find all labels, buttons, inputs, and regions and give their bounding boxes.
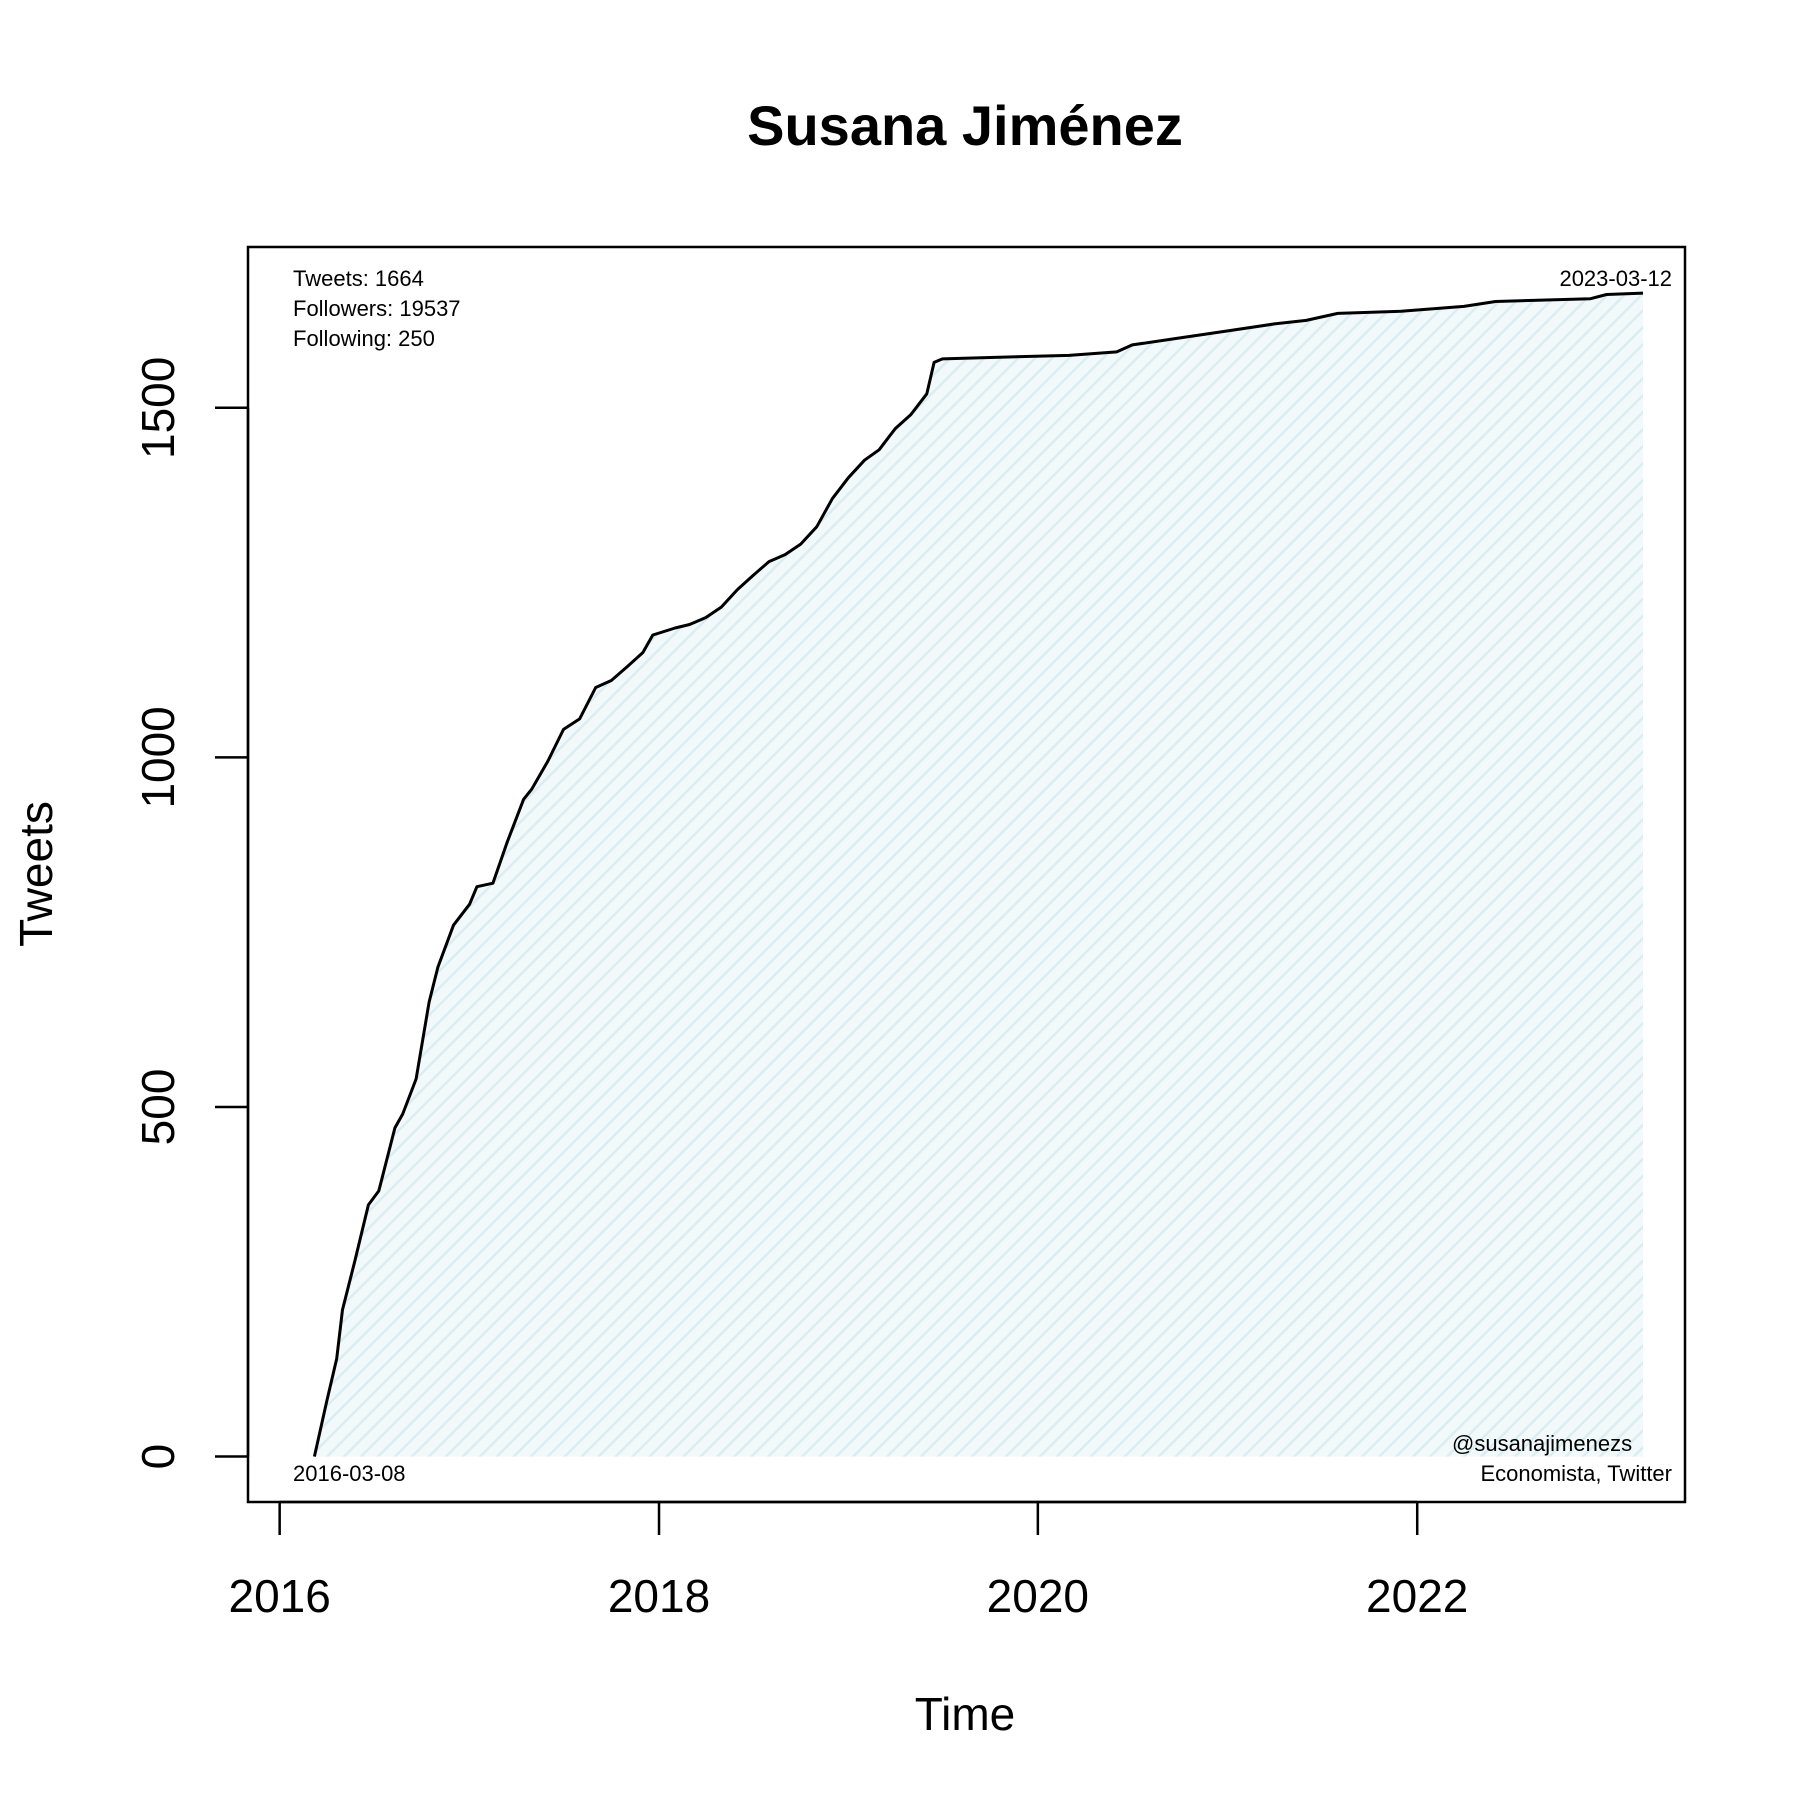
stats-followers: Followers: 19537 — [293, 296, 461, 321]
stats-tweets: Tweets: 1664 — [293, 266, 424, 291]
description-label: Economista, Twitter — [1480, 1461, 1672, 1486]
plot-area — [312, 291, 1644, 1457]
x-tick-label: 2022 — [1366, 1570, 1468, 1622]
handle-label: @susanajimenezs — [1452, 1431, 1632, 1456]
y-tick-label: 0 — [132, 1444, 184, 1470]
y-tick-label: 1000 — [132, 706, 184, 808]
x-axis: 2016 2018 2020 2022 — [228, 1500, 1468, 1622]
series-area-fill — [314, 293, 1643, 1457]
end-date-label: 2023-03-12 — [1559, 266, 1672, 291]
chart-title: Susana Jiménez — [747, 94, 1183, 157]
x-tick-label: 2018 — [608, 1570, 710, 1622]
x-tick-label: 2020 — [987, 1570, 1089, 1622]
stats-following: Following: 250 — [293, 326, 435, 351]
y-axis: 0 500 1000 1500 — [132, 357, 250, 1470]
start-date-label: 2016-03-08 — [293, 1461, 406, 1486]
y-axis-label: Tweets — [10, 801, 62, 947]
x-axis-label: Time — [915, 1688, 1016, 1740]
series-line — [312, 291, 1644, 1457]
y-tick-label: 1500 — [132, 357, 184, 459]
y-tick-label: 500 — [132, 1069, 184, 1146]
x-tick-label: 2016 — [228, 1570, 330, 1622]
